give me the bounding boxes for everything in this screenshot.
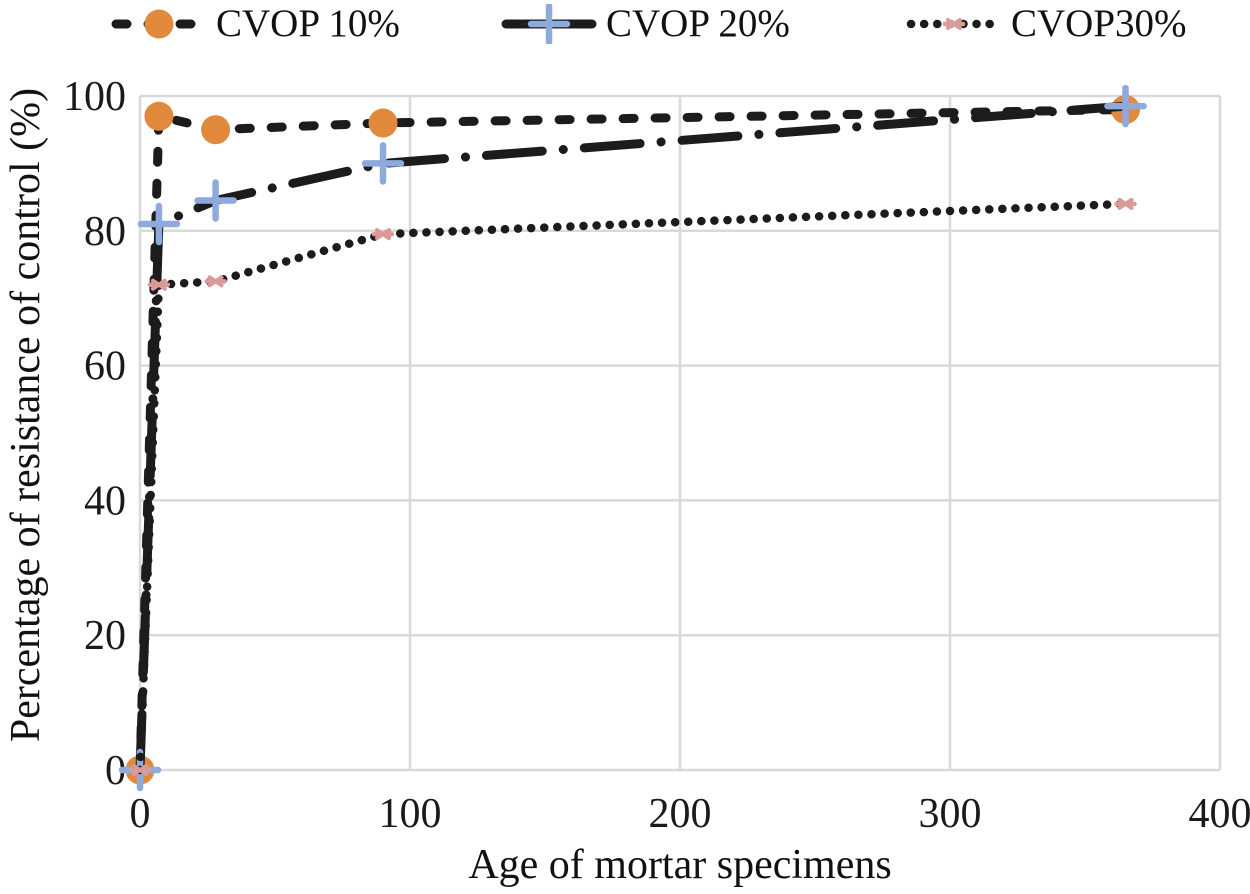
asterisk-marker-icon xyxy=(942,18,966,30)
y-tick-label: 0 xyxy=(105,748,126,794)
series-cvop-20- xyxy=(118,84,1147,792)
asterisk-marker-icon xyxy=(128,764,152,776)
plus-marker-icon xyxy=(137,202,181,246)
legend-label: CVOP 20% xyxy=(606,2,790,45)
legend-label: CVOP 10% xyxy=(216,2,400,45)
asterisk-marker-icon xyxy=(1114,197,1137,210)
plus-marker-icon xyxy=(1104,84,1147,128)
circle-marker-icon xyxy=(368,108,398,138)
legend-item-cvop-20-: CVOP 20% xyxy=(500,2,790,46)
y-axis-title: Percentage of resistance of control (%) xyxy=(3,87,49,743)
x-axis-title: Age of mortar specimens xyxy=(468,842,892,888)
x-tick-label: 0 xyxy=(130,791,151,837)
series-line xyxy=(135,101,1130,775)
y-tick-label: 20 xyxy=(84,613,126,659)
dotted-line-swatch-icon xyxy=(906,18,1002,30)
series-cvop30- xyxy=(128,197,1137,776)
x-tick-label: 100 xyxy=(379,791,442,837)
y-tick-label: 80 xyxy=(84,209,126,255)
x-tick-label: 400 xyxy=(1189,791,1250,837)
asterisk-marker-icon xyxy=(147,278,171,291)
asterisk-marker-icon xyxy=(204,275,227,288)
chart-legend: CVOP 10% CVOP 20% CVOP30% xyxy=(0,0,1250,58)
dash-dot-line-swatch-icon xyxy=(501,4,597,44)
dashed-line-swatch-icon xyxy=(111,9,207,39)
plus-marker-icon xyxy=(527,4,571,44)
circle-marker-icon xyxy=(144,9,174,39)
circle-marker-icon xyxy=(144,101,174,131)
circle-marker-icon xyxy=(201,115,231,145)
series-line xyxy=(135,199,1130,775)
series-cvop-10- xyxy=(125,94,1140,785)
asterisk-marker-icon xyxy=(371,228,395,241)
legend-item-cvop-10-: CVOP 10% xyxy=(110,2,400,46)
y-tick-label: 100 xyxy=(63,74,126,120)
plus-marker-icon xyxy=(194,179,237,222)
x-tick-label: 200 xyxy=(649,791,712,837)
x-tick-label: 300 xyxy=(919,791,982,837)
plus-marker-icon xyxy=(361,142,405,185)
y-tick-label: 60 xyxy=(84,344,126,390)
legend-label: CVOP30% xyxy=(1011,2,1187,45)
y-tick-label: 40 xyxy=(84,478,126,524)
legend-item-cvop30-: CVOP30% xyxy=(905,2,1187,46)
